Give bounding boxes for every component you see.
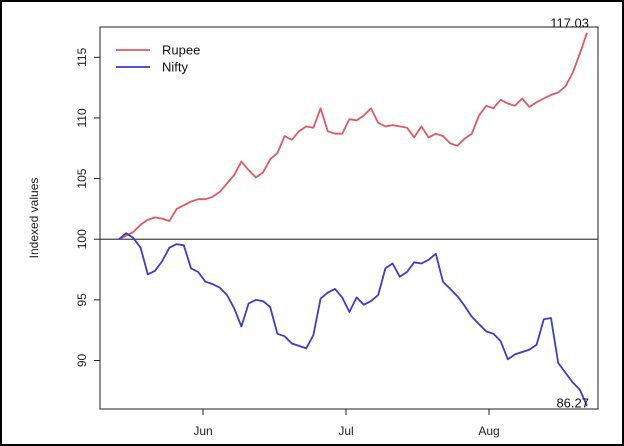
x-tick-label: Aug [478, 424, 499, 438]
y-tick-label: 100 [75, 229, 89, 249]
y-tick-label: 105 [75, 168, 89, 188]
y-tick-label: 115 [75, 47, 89, 66]
y-tick-label: 95 [75, 293, 89, 307]
y-axis-title: Indexed values [27, 178, 41, 259]
series-layer: 117.03 86.27 [118, 16, 589, 411]
legend: Rupee Nifty [116, 43, 200, 75]
series-line-rupee [118, 32, 588, 241]
end-label-rupee: 117.03 [550, 16, 589, 31]
x-tick-label: Jun [193, 424, 212, 438]
series-line-nifty [118, 232, 588, 407]
axes-layer: 90 95 100 105 110 115 Jun Jul Aug Indexed values [27, 26, 599, 438]
x-tick-label: Jul [338, 424, 353, 438]
y-tick-label: 90 [75, 353, 89, 367]
end-label-nifty: 86.27 [556, 396, 589, 411]
legend-label-rupee: Rupee [162, 43, 200, 58]
plot-area-border [99, 26, 599, 410]
y-tick-label: 110 [75, 108, 89, 127]
legend-label-nifty: Nifty [162, 60, 189, 75]
